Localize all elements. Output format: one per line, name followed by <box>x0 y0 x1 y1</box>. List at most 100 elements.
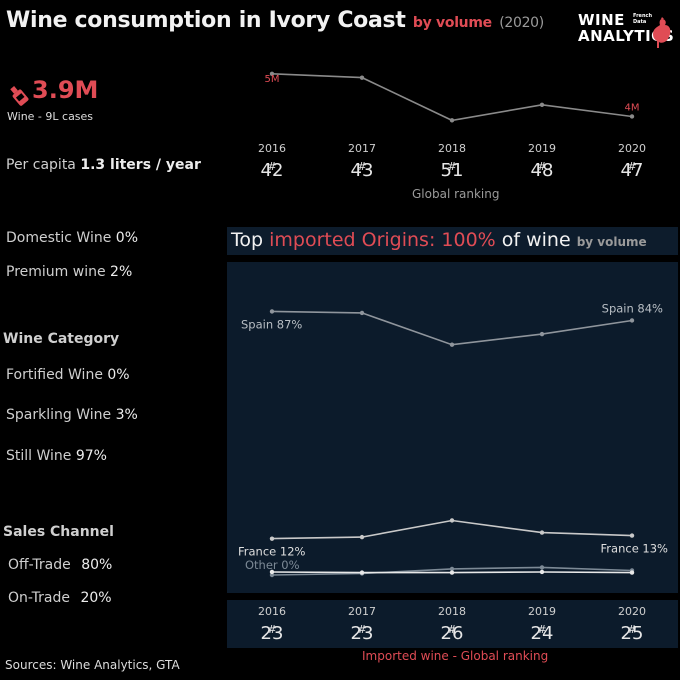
spain-line <box>271 310 633 346</box>
spain-point <box>269 309 275 314</box>
volume-line <box>271 73 633 122</box>
off-trade-metric: Off-Trade 80% <box>8 557 112 573</box>
rank-value: 26 <box>440 623 464 644</box>
year-label: 2018 <box>438 605 466 618</box>
banner-part2: imported Origins: 100% <box>269 229 496 251</box>
france-last-label: France 13% <box>601 542 669 556</box>
metric-label: Off-Trade <box>8 557 71 573</box>
year-label: 2017 <box>348 605 376 618</box>
other-first-label: Other 0% <box>245 558 300 572</box>
logo-small: French Data <box>633 13 653 25</box>
metric-value: 20% <box>80 590 112 606</box>
banner-part4: by volume <box>576 235 647 249</box>
domestic-wine-metric: Domestic Wine 0% <box>6 230 138 246</box>
imported-ranks-row: #23 #23 #26 #24 #25 <box>0 623 680 645</box>
title-by-volume: by volume <box>412 15 492 31</box>
banner-part3: of wine <box>495 229 577 251</box>
france-line <box>271 519 633 540</box>
metric-value: 0% <box>115 230 138 246</box>
rank-value: 48 <box>530 160 554 181</box>
per-capita-label: Per capita <box>6 157 76 173</box>
france-point <box>629 533 635 538</box>
france-point <box>359 534 365 540</box>
rank-value: 51 <box>440 160 464 181</box>
metric-value: 0% <box>107 367 130 383</box>
hash-mark: # <box>447 623 457 636</box>
hash-mark: # <box>357 160 367 173</box>
metric-label: Premium wine <box>6 264 106 280</box>
wine-category-title: Wine Category <box>3 331 120 347</box>
rank-value: 23 <box>260 623 284 644</box>
volume-point <box>449 118 455 123</box>
on-trade-metric: On-Trade 20% <box>8 590 112 606</box>
spain-point <box>359 310 365 316</box>
rank-value: 42 <box>260 160 284 181</box>
page-title: Wine consumption in Ivory Coast by volum… <box>6 8 544 33</box>
other-point <box>449 566 455 572</box>
metric-value: 2% <box>110 264 133 280</box>
metric-value: 80% <box>81 557 113 573</box>
metric-label: Still Wine <box>6 448 72 464</box>
global-ranks-row: #42 #43 #51 #48 #47 <box>0 160 680 182</box>
premium-wine-metric: Premium wine 2% <box>6 264 132 280</box>
per-capita: Per capita 1.3 liters / year <box>6 157 201 173</box>
metric-label: On-Trade <box>8 590 70 606</box>
metric-label: Domestic Wine <box>6 230 112 246</box>
year-label: 2020 <box>618 142 646 155</box>
spain-point <box>539 331 545 337</box>
spain-first-label: Spain 87% <box>241 317 302 331</box>
hash-mark: # <box>537 623 547 636</box>
sparkling-wine-metric: Sparkling Wine 3% <box>6 407 138 423</box>
year-label: 2016 <box>258 605 286 618</box>
per-capita-value: 1.3 liters / year <box>80 157 201 173</box>
year-label: 2017 <box>348 142 376 155</box>
volume-point <box>359 75 365 80</box>
imported-ranking-label: Imported wine - Global ranking <box>362 649 549 663</box>
year-label: 2020 <box>618 605 646 618</box>
still-wine-metric: Still Wine 97% <box>6 448 107 464</box>
global-ranking-label: Global ranking <box>412 187 500 201</box>
year-label: 2019 <box>528 605 556 618</box>
volume-point <box>269 71 275 76</box>
metric-value: 97% <box>75 448 107 464</box>
title-text: Wine consumption in Ivory Coast <box>6 8 406 33</box>
hash-mark: # <box>537 160 547 173</box>
france-first-label: France 12% <box>238 545 306 559</box>
title-year: (2020) <box>499 15 544 31</box>
hash-mark: # <box>627 623 637 636</box>
imports-banner <box>227 227 678 255</box>
logo-line1: WINE <box>578 11 625 29</box>
year-label: 2016 <box>258 142 286 155</box>
metric-label: Sparkling Wine <box>6 407 112 423</box>
sales-channel-title: Sales Channel <box>3 524 114 540</box>
hash-mark: # <box>447 160 457 173</box>
volume-first-label: 5M <box>265 74 280 85</box>
hash-mark: # <box>267 623 277 636</box>
years-row-imports: 2016 2017 2018 2019 2020 <box>0 605 680 619</box>
spain-last-label: Spain 84% <box>602 301 663 315</box>
spain-point <box>449 342 455 347</box>
logo-line2: ANALYTICS <box>578 27 675 45</box>
volume-point <box>629 114 635 119</box>
year-label: 2019 <box>528 142 556 155</box>
metric-value: 3% <box>115 407 138 423</box>
rank-value: 24 <box>530 623 554 644</box>
hash-mark: # <box>267 160 277 173</box>
other-point <box>539 565 545 570</box>
other-point <box>269 572 275 578</box>
rooster-icon <box>653 17 671 48</box>
hash-mark: # <box>357 623 367 636</box>
year-label: 2018 <box>438 142 466 155</box>
fortified-wine-metric: Fortified Wine 0% <box>6 367 130 383</box>
wine-analytics-logo: WINE ANALYTICS French Data <box>578 11 674 49</box>
rank-value: 23 <box>350 623 374 644</box>
kpi-value: 3.9M <box>32 76 99 104</box>
rank-value: 25 <box>620 623 644 644</box>
imported-ranking-panel <box>227 600 678 648</box>
banner-part1: Top <box>231 229 270 251</box>
minor-point <box>539 569 545 575</box>
france-point <box>269 536 275 541</box>
france-point <box>539 530 545 535</box>
minor-point <box>359 570 365 575</box>
wine-bottle-icon <box>10 86 29 106</box>
